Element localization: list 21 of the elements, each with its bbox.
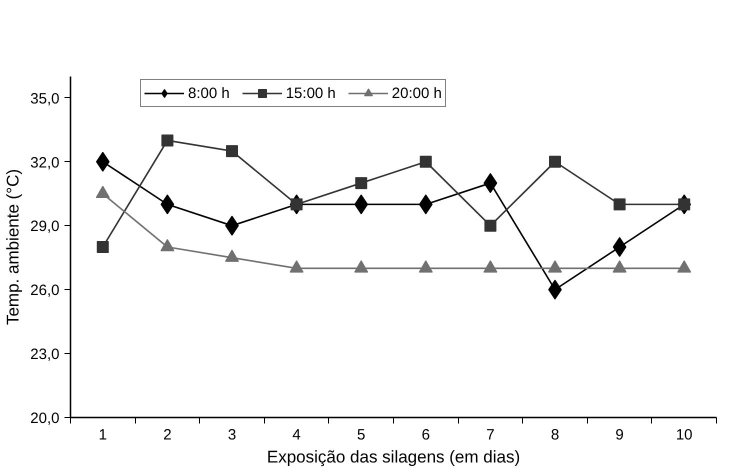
x-tick-label: 7 bbox=[486, 426, 495, 444]
y-tick-label: 29,0 bbox=[30, 218, 60, 236]
x-tick-label: 1 bbox=[98, 426, 107, 444]
legend-label: 8:00 h bbox=[188, 84, 230, 102]
y-tick-label: 35,0 bbox=[30, 90, 60, 108]
y-tick-label: 23,0 bbox=[30, 346, 60, 364]
y-tick-label: 20,0 bbox=[30, 410, 60, 427]
x-tick-label: 3 bbox=[228, 426, 236, 444]
x-tick-label: 9 bbox=[615, 426, 624, 444]
x-tick-label: 10 bbox=[676, 426, 693, 444]
y-tick-label: 26,0 bbox=[30, 282, 60, 300]
x-axis-title: Exposição das silagens (em dias) bbox=[266, 448, 520, 466]
legend-label: 20:00 h bbox=[392, 84, 442, 102]
x-tick-label: 5 bbox=[357, 426, 366, 444]
y-tick-label: 32,0 bbox=[30, 154, 60, 172]
x-tick-label: 8 bbox=[550, 426, 560, 444]
y-axis-title: Temp. ambiente (°C) bbox=[3, 168, 22, 326]
x-tick-label: 6 bbox=[422, 426, 430, 444]
legend-label: 15:00 h bbox=[286, 84, 336, 102]
x-tick-label: 2 bbox=[163, 426, 172, 444]
x-tick-label: 4 bbox=[292, 426, 301, 444]
